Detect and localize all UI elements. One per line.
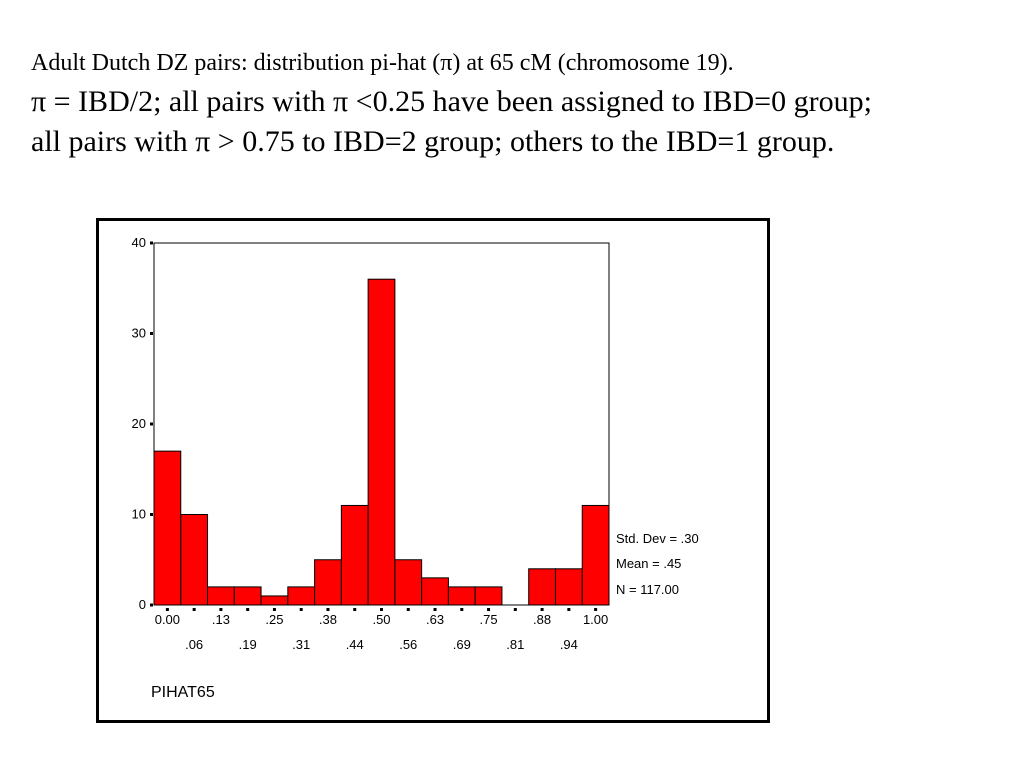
x-tick-mark [594, 608, 598, 611]
x-tick-mark [219, 608, 223, 611]
histogram-bar [554, 568, 583, 606]
histogram-bar [421, 577, 449, 606]
histogram-bar [474, 586, 503, 606]
histogram-bar [581, 504, 610, 606]
x-tick-label: .38 [319, 612, 337, 627]
x-tick-label: .50 [372, 612, 390, 627]
variable-label: PIHAT65 [151, 684, 215, 701]
stat-n: N = 117.00 [616, 582, 679, 597]
x-tick-mark [406, 608, 410, 611]
histogram-bar [287, 586, 316, 606]
slide-title: Adult Dutch DZ pairs: distribution pi-ha… [31, 44, 1011, 162]
x-tick-label: .25 [265, 612, 283, 627]
y-tick-label: 20 [132, 416, 146, 431]
stat-std-dev: Std. Dev = .30 [616, 531, 699, 546]
y-tick-label: 30 [132, 326, 146, 341]
x-tick-label: .75 [480, 612, 498, 627]
x-tick-mark [353, 608, 357, 611]
title-line-1: Adult Dutch DZ pairs: distribution pi-ha… [31, 50, 734, 76]
x-tick-label: .56 [399, 637, 417, 652]
x-tick-mark [540, 608, 544, 611]
histogram-bar [314, 559, 342, 606]
x-tick-label: .06 [185, 637, 203, 652]
x-tick-label: .63 [426, 612, 444, 627]
stat-mean: Mean = .45 [616, 556, 681, 571]
x-tick-mark [192, 608, 196, 611]
y-tick-mark [150, 603, 153, 607]
x-tick-label: .81 [506, 637, 524, 652]
x-tick-mark [326, 608, 330, 611]
x-tick-mark [567, 608, 571, 611]
histogram-bar [233, 586, 262, 606]
x-tick-mark [272, 608, 276, 611]
y-tick-label: 40 [132, 235, 146, 250]
x-tick-mark [299, 608, 303, 611]
x-tick-label: .44 [346, 637, 364, 652]
x-tick-label: 0.00 [155, 612, 180, 627]
x-tick-label: .31 [292, 637, 310, 652]
x-tick-mark [487, 608, 491, 611]
x-tick-label: .13 [212, 612, 230, 627]
y-tick-mark [150, 422, 153, 426]
title-line-3: all pairs with π > 0.75 to IBD=2 group; … [31, 125, 835, 158]
x-tick-label: .69 [453, 637, 471, 652]
histogram-bar [447, 586, 476, 606]
y-tick-label: 10 [132, 507, 146, 522]
histogram-bar [367, 278, 396, 606]
histogram-bar [153, 450, 182, 606]
x-tick-label: 1.00 [583, 612, 608, 627]
x-tick-label: .19 [239, 637, 257, 652]
x-tick-mark [513, 608, 517, 611]
y-tick-label: 0 [139, 597, 146, 612]
x-tick-mark [380, 608, 383, 611]
y-tick-mark [150, 332, 153, 335]
title-line-2: π = IBD/2; all pairs with π <0.25 have b… [31, 85, 872, 118]
histogram-bar [528, 568, 556, 606]
histogram-bar [260, 595, 289, 606]
x-tick-label: .88 [533, 612, 551, 627]
x-tick-label: .94 [560, 637, 578, 652]
x-tick-mark [246, 608, 250, 611]
histogram-bar [180, 514, 209, 606]
x-tick-mark [433, 608, 437, 611]
histogram-bar [207, 586, 235, 606]
y-tick-mark [150, 241, 153, 245]
histogram-chart: 0 10 20 30 40 0.00 .06 .13 .19 .25 .31 .38 .44 .50 .56… [132, 235, 699, 701]
chart-frame: 0 10 20 30 40 0.00 .06 .13 .19 .25 .31 .38 .44 .50 .56… [96, 218, 770, 723]
histogram-bar [394, 559, 423, 606]
x-tick-mark [460, 608, 464, 611]
x-tick-mark [165, 608, 169, 611]
histogram-bar [340, 504, 369, 606]
y-tick-mark [150, 513, 153, 516]
